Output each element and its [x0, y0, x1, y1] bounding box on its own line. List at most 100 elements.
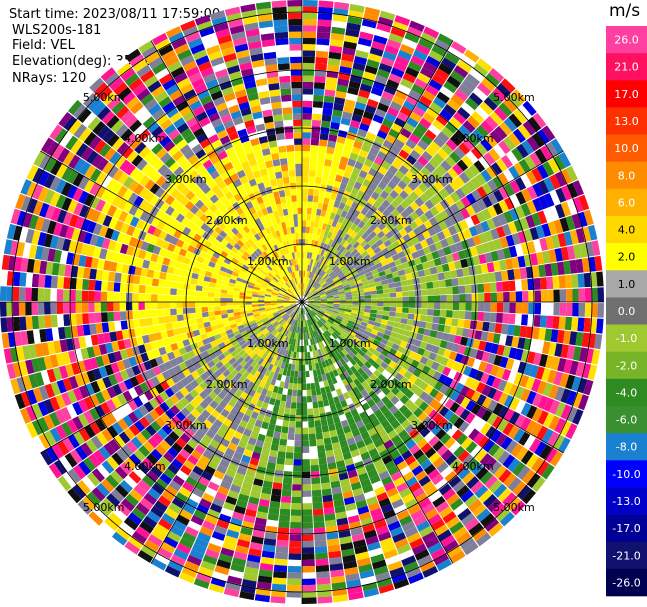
velocity-bin: [286, 395, 292, 403]
velocity-bin: [337, 253, 345, 260]
velocity-bin: [119, 292, 127, 302]
velocity-bin: [390, 227, 399, 236]
velocity-bin: [397, 250, 406, 259]
velocity-bin: [384, 112, 397, 123]
velocity-bin: [284, 215, 290, 222]
velocity-bin: [278, 406, 285, 414]
velocity-bin: [439, 109, 453, 122]
velocity-bin: [340, 255, 347, 262]
velocity-bin: [406, 26, 423, 38]
velocity-bin: [441, 143, 454, 156]
velocity-bin: [68, 99, 83, 116]
velocity-bin: [294, 364, 299, 372]
velocity-bin: [480, 263, 489, 274]
velocity-bin: [346, 262, 353, 269]
velocity-bin: [309, 258, 314, 266]
velocity-bin: [135, 219, 146, 230]
velocity-bin: [171, 134, 184, 146]
velocity-bin: [206, 265, 214, 273]
velocity-bin: [330, 121, 340, 130]
velocity-bin: [441, 57, 457, 70]
velocity-bin: [120, 67, 136, 82]
velocity-bin: [317, 261, 322, 269]
velocity-bin: [323, 95, 335, 104]
velocity-bin: [360, 116, 372, 126]
velocity-bin: [232, 302, 240, 306]
velocity-bin: [185, 210, 195, 221]
velocity-bin: [346, 220, 354, 229]
velocity-bin: [376, 289, 384, 295]
velocity-bin: [130, 101, 144, 115]
velocity-bin: [119, 302, 127, 311]
velocity-bin: [37, 302, 45, 315]
velocity-bin: [222, 317, 229, 323]
velocity-bin: [214, 306, 221, 311]
velocity-bin: [172, 150, 184, 162]
velocity-bin: [284, 126, 294, 133]
velocity-bin: [302, 289, 304, 296]
velocity-bin: [315, 388, 322, 396]
velocity-bin: [313, 88, 325, 96]
velocity-bin: [203, 143, 214, 154]
velocity-bin: [278, 292, 285, 297]
velocity-bin: [286, 253, 291, 261]
velocity-bin: [242, 74, 255, 83]
velocity-bin: [423, 268, 432, 276]
velocity-bin: [422, 112, 436, 124]
velocity-bin: [321, 488, 332, 496]
velocity-bin: [406, 154, 417, 166]
velocity-bin: [22, 345, 32, 360]
velocity-bin: [211, 139, 223, 150]
velocity-bin: [88, 312, 96, 324]
velocity-bin: [316, 577, 331, 585]
velocity-bin: [192, 174, 204, 185]
velocity-bin: [33, 200, 44, 216]
velocity-bin: [199, 213, 209, 223]
velocity-bin: [315, 57, 328, 65]
velocity-bin: [335, 194, 343, 203]
velocity-bin: [560, 201, 572, 217]
velocity-bin: [336, 229, 343, 237]
velocity-bin: [251, 306, 259, 310]
velocity-bin: [228, 71, 242, 81]
velocity-bin: [77, 230, 87, 243]
velocity-bin: [260, 253, 267, 260]
velocity-bin: [314, 546, 328, 554]
velocity-bin: [310, 144, 319, 152]
velocity-bin: [286, 584, 301, 592]
velocity-bin: [199, 95, 213, 106]
velocity-bin: [518, 158, 531, 174]
velocity-bin: [187, 154, 199, 165]
velocity-bin: [251, 302, 259, 305]
velocity-bin: [122, 201, 134, 213]
velocity-bin: [307, 278, 312, 285]
velocity-bin: [175, 100, 189, 112]
velocity-bin: [278, 521, 290, 529]
velocity-bin: [394, 281, 402, 288]
velocity-bin: [464, 284, 472, 294]
velocity-bin: [151, 294, 158, 302]
velocity-bin: [396, 297, 403, 302]
velocity-bin: [112, 168, 124, 182]
velocity-bin: [76, 325, 85, 337]
velocity-bin: [279, 270, 285, 277]
velocity-bin: [316, 286, 323, 291]
velocity-bin: [535, 225, 546, 239]
velocity-bin: [119, 159, 131, 172]
velocity-bin: [342, 241, 350, 249]
velocity-bin: [102, 91, 117, 106]
velocity-bin: [289, 302, 296, 304]
velocity-bin: [327, 269, 334, 276]
velocity-bin: [290, 188, 297, 196]
velocity-bin: [359, 83, 372, 93]
velocity-bin: [524, 155, 537, 170]
velocity-bin: [220, 297, 227, 302]
velocity-bin: [302, 81, 314, 89]
velocity-bin: [275, 546, 289, 554]
velocity-bin: [220, 250, 229, 258]
velocity-bin: [288, 163, 296, 171]
velocity-bin: [247, 284, 255, 289]
velocity-bin: [448, 225, 458, 236]
velocity-bin: [406, 278, 414, 286]
velocity-bin: [256, 266, 263, 273]
